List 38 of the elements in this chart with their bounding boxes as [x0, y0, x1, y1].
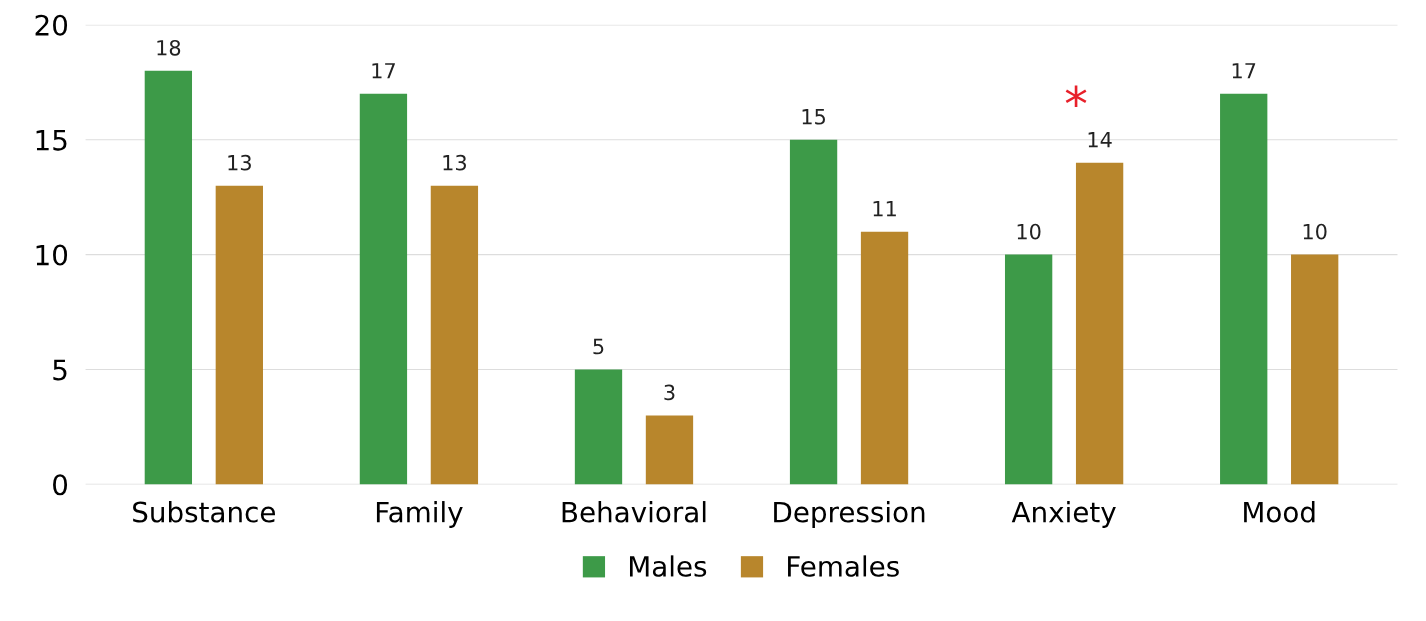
bar [789, 139, 838, 485]
y-tick-label: 10 [36, 244, 68, 266]
x-tick-label: Family [376, 501, 463, 528]
legend-label: Males [629, 555, 707, 577]
legend-label: Females [788, 555, 899, 577]
x-tick-label: Substance [133, 501, 275, 523]
y-tick-label: 20 [35, 14, 68, 36]
bar [1220, 93, 1268, 485]
data-label: 13 [443, 154, 466, 171]
bar [359, 93, 408, 485]
data-label: 14 [1088, 132, 1112, 148]
data-label: 11 [873, 201, 896, 217]
x-tick-label: Mood [1244, 501, 1315, 523]
data-label: 10 [1303, 223, 1327, 240]
y-tick-label: 5 [53, 359, 67, 381]
data-label: 5 [593, 338, 604, 355]
data-label: 17 [372, 63, 395, 79]
bar [860, 231, 909, 485]
x-tick-label: Depression [774, 501, 925, 528]
bar [215, 185, 263, 485]
bar [1004, 254, 1053, 485]
bar [430, 185, 479, 485]
bar [1075, 162, 1124, 485]
data-label: 13 [228, 154, 251, 171]
bar [144, 70, 193, 485]
bar [574, 369, 623, 485]
data-label: 3 [664, 384, 675, 401]
x-tick-label: Behavioral [562, 501, 706, 523]
bar [645, 415, 694, 485]
data-label: 15 [802, 109, 825, 125]
data-label: 17 [1232, 63, 1256, 79]
data-label: 10 [1017, 223, 1041, 240]
data-label: 18 [157, 39, 181, 56]
y-tick-label: 0 [53, 474, 68, 496]
x-tick-label: Anxiety [1011, 501, 1116, 528]
y-tick-label: 15 [36, 130, 67, 151]
annotation: * [1065, 85, 1087, 108]
bar [1291, 254, 1339, 485]
